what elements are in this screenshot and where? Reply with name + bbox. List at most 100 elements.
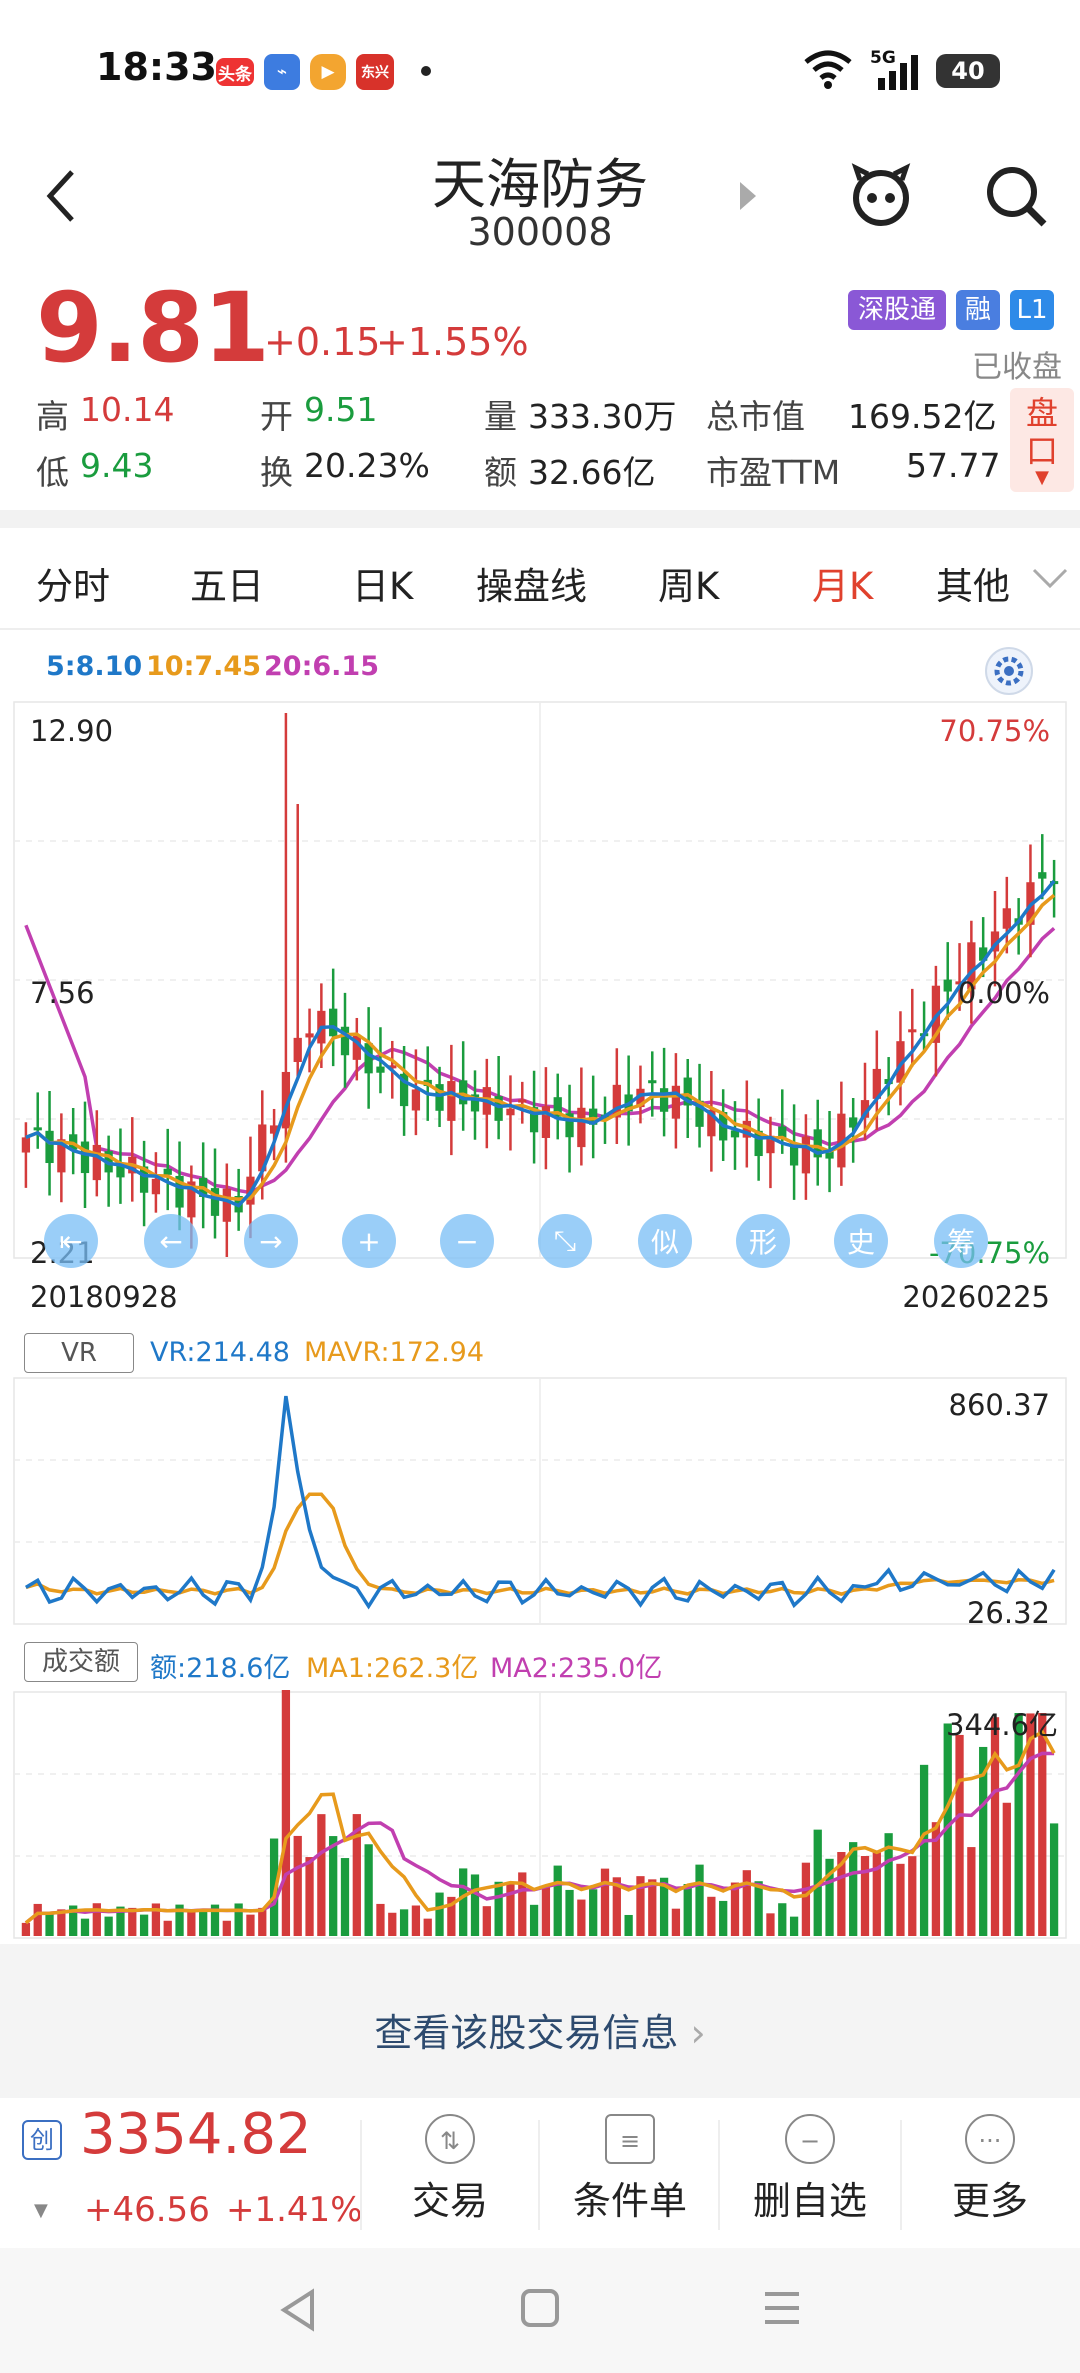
amount-bar xyxy=(565,1889,574,1936)
amount-bar xyxy=(659,1877,669,1936)
amount-bar xyxy=(423,1918,432,1936)
kline-chart[interactable] xyxy=(0,700,1080,1280)
tab-trading-line[interactable]: 操盘线 xyxy=(476,565,587,608)
amount-bar xyxy=(494,1881,503,1936)
video-app-icon: ▶ xyxy=(310,54,346,90)
nav-home-icon[interactable] xyxy=(520,2288,560,2328)
tab-monthly-k[interactable]: 月K xyxy=(812,565,874,608)
amount-bar xyxy=(234,1903,243,1936)
condition-order-button[interactable]: ≡ 条件单 xyxy=(550,2114,710,2225)
amount-bar xyxy=(482,1906,491,1936)
chart-settings-gear-icon[interactable] xyxy=(984,646,1034,696)
candle-body xyxy=(565,1113,574,1138)
mascot-icon[interactable] xyxy=(846,160,916,230)
candle-body xyxy=(967,942,976,990)
pattern-button[interactable]: 形 xyxy=(736,1214,790,1268)
tab-other[interactable]: 其他 xyxy=(936,565,1010,608)
candle-body xyxy=(459,1080,468,1105)
amount-bar xyxy=(1049,1823,1059,1936)
candle-body xyxy=(435,1084,444,1111)
nav-menu-icon[interactable] xyxy=(762,2288,802,2328)
trade-icon: ⇅ xyxy=(425,2114,475,2164)
high-label: 高 xyxy=(36,397,69,436)
candle-body xyxy=(210,1188,220,1216)
mavr-value: MAVR:172.94 xyxy=(304,1337,485,1368)
nav-back-icon[interactable] xyxy=(278,2288,318,2332)
stock-name: 天海防务 xyxy=(432,153,648,216)
tab-weekly-k[interactable]: 周K xyxy=(658,565,720,608)
condition-order-label: 条件单 xyxy=(572,2179,687,2223)
back-arrow-icon[interactable] xyxy=(44,168,78,224)
tab-intraday[interactable]: 分时 xyxy=(36,565,110,608)
zoom-out-button[interactable]: − xyxy=(440,1214,494,1268)
low-label: 低 xyxy=(36,453,69,492)
kline-pct-top: 70.75% xyxy=(939,714,1050,748)
candle-body xyxy=(955,981,964,985)
amount-bar xyxy=(908,1856,917,1936)
open-value: 9.51 xyxy=(304,390,378,429)
remove-watchlist-button[interactable]: − 删自选 xyxy=(730,2114,890,2225)
signal-icon xyxy=(878,55,918,90)
candle-body xyxy=(529,1107,539,1133)
fullscreen-button[interactable]: ⤡ xyxy=(538,1214,592,1268)
vr-indicator-selector[interactable]: VR xyxy=(24,1333,134,1373)
amount-bar xyxy=(919,1764,929,1936)
mktcap-value: 169.52亿 xyxy=(848,397,997,436)
view-trade-info-link[interactable]: 查看该股交易信息 › xyxy=(0,1968,1080,2098)
trade-button[interactable]: ⇅ 交易 xyxy=(380,2114,520,2225)
scroll-right-button[interactable]: → xyxy=(244,1214,298,1268)
amount-indicator-selector[interactable]: 成交额 xyxy=(24,1642,138,1682)
candle-body xyxy=(21,1137,31,1153)
candle-body xyxy=(577,1107,586,1148)
candle-body xyxy=(860,1100,870,1118)
zoom-in-button[interactable]: + xyxy=(342,1214,396,1268)
amount-bar xyxy=(116,1906,125,1936)
candle-body xyxy=(92,1144,101,1181)
amount-ind-value: 额:218.6亿 xyxy=(150,1653,291,1684)
index-change-pct: +1.41% xyxy=(226,2190,363,2230)
candle-body xyxy=(163,1168,172,1175)
scroll-left-button[interactable]: ← xyxy=(144,1214,198,1268)
chevron-down-icon[interactable] xyxy=(1030,566,1070,590)
candle-body xyxy=(636,1088,645,1108)
candle-body xyxy=(518,1099,527,1103)
candle-body xyxy=(990,931,1000,952)
amount-bar xyxy=(719,1900,728,1936)
amount-bar xyxy=(399,1909,409,1936)
more-button[interactable]: ··· 更多 xyxy=(920,2114,1060,2225)
candle-body xyxy=(742,1120,751,1138)
condition-order-icon: ≡ xyxy=(605,2114,655,2164)
amount-bar xyxy=(967,1847,976,1936)
amount-bar xyxy=(789,1916,799,1936)
amount-chart xyxy=(13,1690,1067,1939)
amount-bar xyxy=(695,1864,704,1936)
battery-level: 40 xyxy=(951,57,985,85)
similar-button[interactable]: 似 xyxy=(638,1214,692,1268)
tab-five-day[interactable]: 五日 xyxy=(190,565,264,608)
history-button[interactable]: 史 xyxy=(834,1214,888,1268)
app-icon-blue: ⌁ xyxy=(264,54,300,90)
pankou-button[interactable]: 盘口 ▼ xyxy=(1010,388,1074,492)
search-icon[interactable] xyxy=(982,162,1050,230)
candle-body xyxy=(730,1130,740,1138)
amount-bar xyxy=(69,1905,78,1936)
tab-daily-k[interactable]: 日K xyxy=(352,565,414,608)
amount-bar xyxy=(648,1879,657,1936)
jump-start-button[interactable]: ⇤ xyxy=(44,1214,98,1268)
vr-value: VR:214.48 xyxy=(150,1337,290,1368)
chips-button[interactable]: 筹 xyxy=(934,1214,988,1268)
amount-bar xyxy=(541,1887,551,1936)
amount-bar xyxy=(151,1903,161,1936)
candle-body xyxy=(151,1178,161,1195)
candle-body xyxy=(648,1080,657,1084)
candle-body xyxy=(872,1068,881,1099)
candle-body xyxy=(943,979,952,992)
next-stock-arrow-icon[interactable] xyxy=(736,178,760,214)
amount-bar xyxy=(624,1914,633,1936)
amount-bar xyxy=(269,1838,279,1936)
candle-body xyxy=(541,1106,551,1138)
candle-body xyxy=(388,1065,397,1069)
amount-bar xyxy=(21,1922,31,1936)
volume-label: 量 xyxy=(484,397,517,436)
amount-bar xyxy=(293,1835,302,1936)
